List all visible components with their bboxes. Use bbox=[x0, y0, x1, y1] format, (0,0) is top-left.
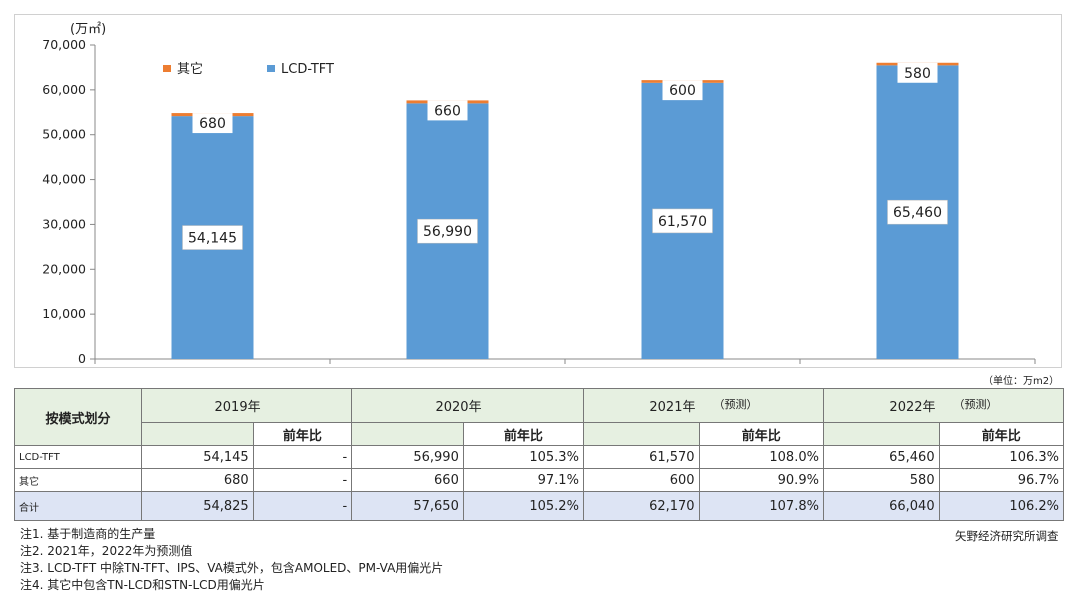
yoy-subheader: 前年比 bbox=[462, 422, 584, 446]
table-cell: 57,650 bbox=[351, 491, 464, 521]
data-label-box bbox=[887, 199, 948, 225]
y-tick-label: 40,000 bbox=[42, 172, 86, 187]
year-label: 2022年 bbox=[889, 400, 936, 415]
data-label-lcd-tft: 54,145 bbox=[188, 231, 237, 247]
table-cell: 108.0% bbox=[698, 445, 824, 469]
year-label: 2019年 bbox=[214, 400, 261, 415]
y-tick-label: 70,000 bbox=[42, 37, 86, 52]
year-header: 2020年 bbox=[351, 388, 584, 423]
empty-subheader bbox=[822, 422, 940, 446]
notes: 注1. 基于制造商的生产量 注2. 2021年，2022年为预测值 注3. LC… bbox=[20, 526, 443, 594]
y-tick-label: 20,000 bbox=[42, 261, 86, 276]
table-cell: 56,990 bbox=[351, 445, 464, 469]
data-label-lcd-tft: 56,990 bbox=[423, 224, 472, 240]
legend-swatch-lcd-tft bbox=[267, 65, 275, 72]
table-cell: 660 bbox=[351, 468, 464, 492]
chart-panel: 0 10,000 20,000 30,000 40,000 50,000 60,000 70,… bbox=[14, 14, 1062, 368]
row-label: 其它 bbox=[14, 468, 142, 492]
total-row: 合计 54,825 - 57,650 105.2% 62,170 107.8% … bbox=[14, 491, 1065, 521]
yoy-subheader: 前年比 bbox=[698, 422, 824, 446]
data-label-other: 580 bbox=[904, 66, 931, 82]
data-label-box bbox=[417, 218, 478, 244]
yoy-subheader: 前年比 bbox=[252, 422, 353, 446]
unit-note: （单位：万m2） bbox=[983, 376, 1060, 387]
data-label-box bbox=[897, 62, 938, 83]
legend-label-lcd-tft: LCD-TFT bbox=[281, 62, 334, 77]
table-cell: 97.1% bbox=[462, 468, 584, 492]
table-cell: 90.9% bbox=[698, 468, 824, 492]
yoy-subheader: 前年比 bbox=[938, 422, 1065, 446]
table-cell: 61,570 bbox=[582, 445, 700, 469]
table-cell: - bbox=[252, 445, 353, 469]
table-cell: 66,040 bbox=[822, 491, 940, 521]
data-table: 按模式划分 2019年 2020年 2021年 （预测） 2022年 （预测） 前年… bbox=[14, 388, 1065, 521]
corner-label: 按模式划分 bbox=[14, 388, 142, 446]
empty-subheader bbox=[351, 422, 464, 446]
table-row: LCD-TFT 54,145 - 56,990 105.3% 61,570 10… bbox=[14, 445, 1065, 469]
table-cell: - bbox=[252, 468, 353, 492]
row-label: 合计 bbox=[14, 491, 142, 521]
year-label: 2021年 bbox=[649, 400, 696, 415]
table-cell: 54,145 bbox=[141, 445, 254, 469]
note-line: 注4. 其它中包含TN-LCD和STN-LCD用偏光片 bbox=[20, 578, 265, 592]
y-tick-label: 10,000 bbox=[42, 306, 86, 321]
table-cell: 96.7% bbox=[938, 468, 1065, 492]
year-header: 2021年 （预测） bbox=[582, 388, 824, 423]
y-axis-unit: (万㎡) bbox=[70, 22, 107, 37]
y-tick-label: 0 bbox=[78, 351, 86, 366]
table-cell: 600 bbox=[582, 468, 700, 492]
table-cell: 106.2% bbox=[938, 491, 1065, 521]
data-label-box bbox=[662, 80, 703, 101]
forecast-label: （预测） bbox=[713, 398, 758, 411]
data-label-lcd-tft: 61,570 bbox=[658, 214, 707, 230]
y-tick-label: 60,000 bbox=[42, 82, 86, 97]
data-label-other: 600 bbox=[669, 83, 696, 99]
data-label-other: 680 bbox=[199, 116, 226, 132]
legend-swatch-other bbox=[163, 65, 171, 72]
table-cell: 62,170 bbox=[582, 491, 700, 521]
legend-label-other: 其它 bbox=[177, 61, 203, 77]
table-cell: 105.2% bbox=[462, 491, 584, 521]
table-cell: 680 bbox=[141, 468, 254, 492]
row-label: LCD-TFT bbox=[14, 445, 142, 469]
empty-subheader bbox=[141, 422, 254, 446]
data-label-other: 660 bbox=[434, 103, 461, 119]
empty-subheader bbox=[582, 422, 700, 446]
data-label-box bbox=[652, 208, 713, 234]
data-label-lcd-tft: 65,460 bbox=[893, 205, 942, 221]
table-cell: - bbox=[252, 491, 353, 521]
data-label-box bbox=[192, 113, 233, 134]
note-line: 注1. 基于制造商的生产量 bbox=[20, 527, 156, 541]
note-line: 注3. LCD-TFT 中除TN-TFT、IPS、VA模式外，包含AMOLED、… bbox=[20, 561, 444, 575]
forecast-label: （预测） bbox=[953, 398, 998, 411]
table-cell: 106.3% bbox=[938, 445, 1065, 469]
source-note: 矢野经济研究所调查 bbox=[955, 529, 1059, 543]
table-row: 其它 680 - 660 97.1% 600 90.9% 580 96.7% bbox=[14, 468, 1065, 492]
data-label-box bbox=[427, 100, 468, 121]
year-header: 2022年 （预测） bbox=[822, 388, 1065, 423]
table-cell: 65,460 bbox=[822, 445, 940, 469]
table-cell: 107.8% bbox=[698, 491, 824, 521]
table-cell: 105.3% bbox=[462, 445, 584, 469]
y-tick-label: 30,000 bbox=[42, 216, 86, 231]
y-tick-label: 50,000 bbox=[42, 127, 86, 142]
table-cell: 54,825 bbox=[141, 491, 254, 521]
note-line: 注2. 2021年，2022年为预测值 bbox=[20, 544, 193, 558]
year-label: 2020年 bbox=[435, 400, 482, 415]
year-header: 2019年 bbox=[140, 388, 353, 423]
table-cell: 580 bbox=[822, 468, 940, 492]
data-label-box bbox=[182, 225, 243, 250]
stacked-bar-chart: 0 10,000 20,000 30,000 40,000 50,000 60,000 70,… bbox=[42, 37, 1036, 366]
